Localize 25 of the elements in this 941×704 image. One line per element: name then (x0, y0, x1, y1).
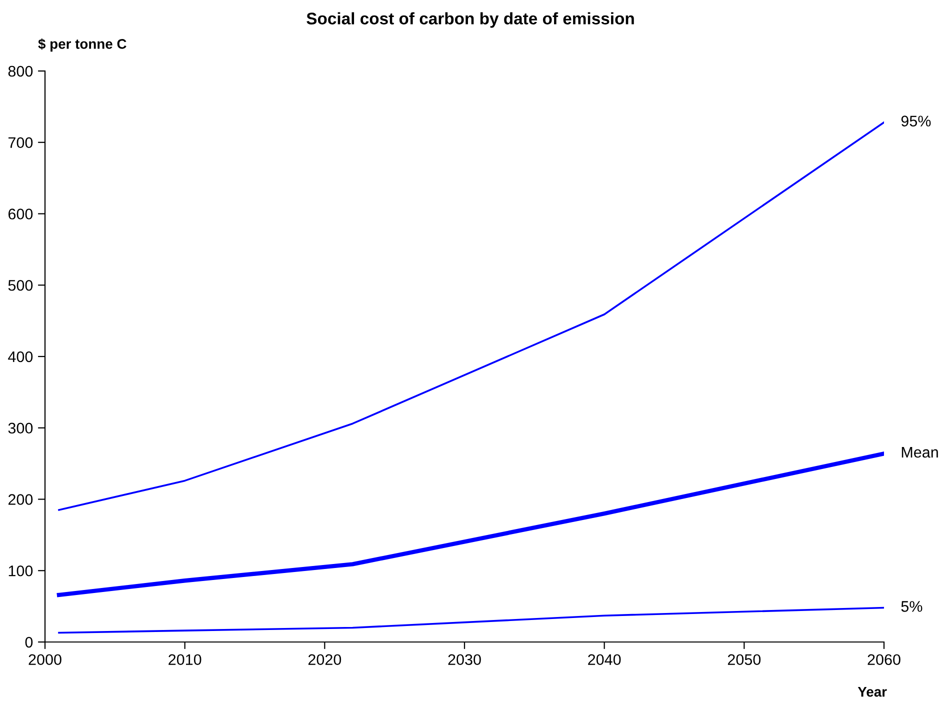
series-label: Mean (902, 447, 938, 458)
y-tick-label: 500 (8, 280, 33, 291)
line-series (58, 606, 884, 634)
x-tick-label: 2060 (868, 654, 900, 666)
line-series (56, 451, 884, 597)
chart-title: Social cost of carbon by date of emission (306, 12, 634, 28)
y-tick-label: 300 (8, 422, 33, 434)
y-tick-label: 700 (8, 137, 33, 148)
series-label: 95% (901, 116, 931, 126)
x-tick-label: 2010 (168, 654, 202, 666)
x-axis-title: Year (858, 687, 887, 697)
line-series (58, 121, 884, 511)
y-tick-label: 100 (8, 565, 33, 576)
x-tick-label: 2020 (308, 654, 342, 666)
y-tick-label: 0 (25, 636, 33, 648)
y-axis-title: $ per tonne C (38, 38, 126, 52)
y-tick-label: 600 (8, 208, 33, 220)
y-tick-label: 400 (8, 351, 33, 362)
x-tick-label: 2040 (588, 654, 621, 666)
y-tick-label: 200 (8, 494, 33, 505)
x-tick-label: 2000 (28, 654, 62, 666)
x-tick-label: 2030 (448, 654, 481, 666)
x-tick-label: 2050 (728, 654, 761, 666)
series-label: 5% (901, 601, 922, 612)
y-tick-label: 800 (8, 66, 33, 77)
